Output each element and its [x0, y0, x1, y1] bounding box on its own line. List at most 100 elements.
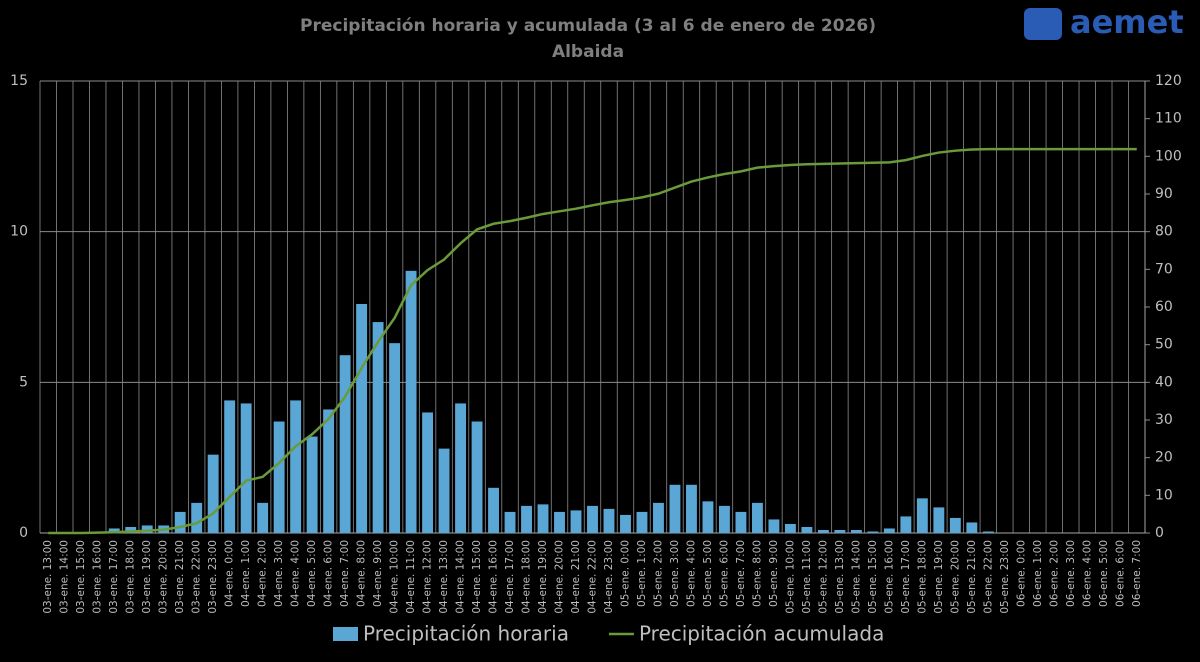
x-tick-label: 05-ene. 19:00 [933, 540, 945, 614]
x-tick-label: 04-ene. 5:00 [306, 540, 318, 607]
x-tick-label: 04-ene. 0:00 [224, 540, 236, 607]
bar [982, 531, 994, 533]
x-tick-label: 03-ene. 23:00 [207, 540, 219, 614]
x-tick-label: 06-ene. 1:00 [1032, 540, 1044, 607]
y2-tick-label: 40 [1155, 374, 1173, 390]
y2-tick-label: 50 [1155, 337, 1173, 353]
x-tick-label: 03-ene. 15:00 [75, 540, 87, 614]
x-tick-label: 05-ene. 23:00 [999, 540, 1011, 614]
x-tick-label: 06-ene. 5:00 [1098, 540, 1110, 607]
x-tick-label: 03-ene. 16:00 [92, 540, 104, 614]
bar [141, 525, 153, 533]
bar [784, 523, 796, 533]
bar [686, 484, 697, 533]
x-tick-label: 06-ene. 6:00 [1114, 540, 1126, 607]
bar [455, 403, 467, 533]
bar [949, 517, 961, 533]
y2-tick-label: 70 [1155, 261, 1173, 277]
x-tick-label: 05-ene. 15:00 [867, 540, 879, 614]
bar [257, 502, 269, 533]
x-tick-label: 04-ene. 1:00 [240, 540, 252, 607]
bar [356, 303, 368, 533]
bar [966, 522, 978, 533]
x-tick-label: 03-ene. 14:00 [59, 540, 71, 614]
bar [933, 507, 945, 533]
y2-tick-label: 10 [1155, 487, 1173, 503]
bar [273, 421, 285, 533]
bar [488, 487, 499, 533]
x-tick-label: 04-ene. 10:00 [389, 540, 401, 614]
x-tick-label: 04-ene. 20:00 [554, 540, 566, 614]
x-tick-label: 04-ene. 13:00 [438, 540, 450, 614]
bar [108, 528, 120, 533]
bar [339, 355, 351, 533]
x-tick-label: 05-ene. 18:00 [916, 540, 928, 614]
bar [900, 516, 912, 533]
bar [174, 511, 186, 533]
x-tick-label: 03-ene. 13:00 [42, 540, 54, 614]
bar [801, 526, 813, 533]
x-tick-label: 05-ene. 10:00 [784, 540, 796, 614]
x-tick-label: 04-ene. 16:00 [488, 540, 500, 614]
bar [372, 322, 384, 533]
bar [224, 400, 236, 533]
line [48, 147, 1137, 535]
y-tick-label: 10 [10, 224, 28, 240]
x-tick-label: 03-ene. 22:00 [191, 540, 203, 614]
y2-tick-label: 30 [1155, 412, 1173, 428]
x-tick-label: 05-ene. 2:00 [652, 540, 664, 607]
bar [620, 514, 631, 533]
bar [817, 529, 829, 533]
x-tick-label: 05-ene. 20:00 [949, 540, 961, 614]
x-tick-label: 05-ene. 1:00 [636, 540, 648, 607]
x-tick-label: 04-ene. 15:00 [471, 540, 483, 614]
bar [389, 343, 401, 533]
bar [850, 529, 862, 533]
bar [751, 502, 763, 533]
y-tick-label: 15 [10, 73, 28, 89]
x-tick-label: 04-ene. 21:00 [570, 540, 582, 614]
x-tick-label: 05-ene. 14:00 [850, 540, 862, 614]
x-tick-label: 05-ene. 4:00 [685, 540, 697, 607]
bar [702, 501, 714, 533]
legend-label: Precipitación horaria [363, 622, 569, 646]
bar [537, 504, 549, 533]
x-tick-label: 04-ene. 11:00 [405, 540, 417, 614]
bar [207, 454, 219, 533]
bar [883, 528, 895, 533]
x-tick-label: 05-ene. 3:00 [669, 540, 681, 607]
bar [570, 510, 582, 533]
x-tick-label: 05-ene. 9:00 [768, 540, 780, 607]
y2-tick-label: 0 [1155, 525, 1164, 541]
bar [471, 421, 483, 533]
y-tick-label: 5 [19, 374, 28, 390]
x-tick-label: 05-ene. 13:00 [834, 540, 846, 614]
x-tick-label: 06-ene. 0:00 [1015, 540, 1027, 607]
bar [323, 409, 335, 533]
x-tick-label: 05-ene. 17:00 [900, 540, 912, 614]
y2-tick-label: 20 [1155, 450, 1173, 466]
x-tick-label: 06-ene. 7:00 [1131, 540, 1143, 607]
bar [834, 529, 846, 533]
x-tick-label: 04-ene. 17:00 [504, 540, 516, 614]
chart-subtitle: Albaida [552, 42, 624, 62]
x-tick-label: 05-ene. 11:00 [801, 540, 813, 614]
x-tick-label: 04-ene. 12:00 [422, 540, 434, 614]
x-tick-label: 03-ene. 21:00 [174, 540, 186, 614]
y2-tick-label: 90 [1155, 186, 1173, 202]
x-tick-label: 05-ene. 5:00 [702, 540, 714, 607]
y-tick-label: 0 [19, 525, 28, 541]
bar [768, 519, 780, 533]
x-tick-label: 04-ene. 22:00 [587, 540, 599, 614]
bar [636, 511, 648, 533]
x-tick-label: 04-ene. 6:00 [323, 540, 335, 607]
x-tick-label: 03-ene. 19:00 [141, 540, 153, 614]
x-tick-label: 05-ene. 16:00 [883, 540, 895, 614]
x-tick-label: 06-ene. 3:00 [1065, 540, 1077, 607]
x-tick-label: 04-ene. 7:00 [339, 540, 351, 607]
x-tick-label: 04-ene. 4:00 [290, 540, 302, 607]
bar [554, 511, 565, 533]
bar [587, 505, 598, 533]
x-tick-label: 04-ene. 8:00 [356, 540, 368, 607]
